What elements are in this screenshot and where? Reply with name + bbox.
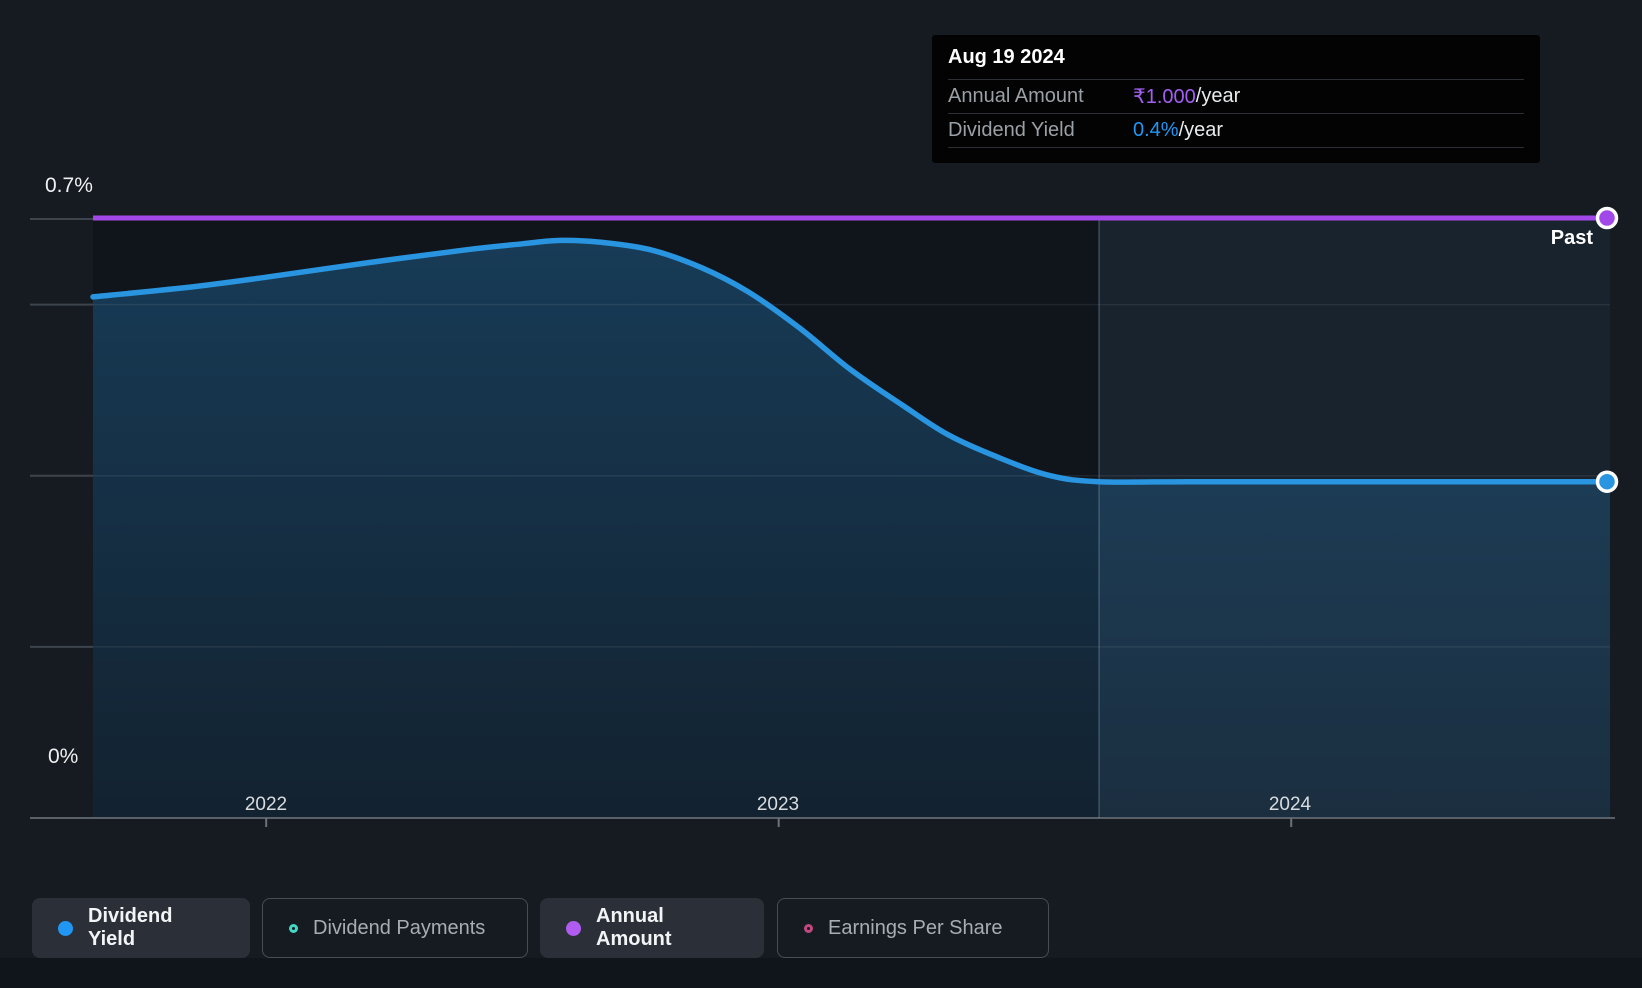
- dividend-yield-line: [90, 237, 1613, 485]
- earnings-per-share-ring-icon: [804, 923, 813, 933]
- annual-amount-dot-icon: [566, 920, 581, 936]
- past-label: Past: [1550, 227, 1593, 249]
- y-axis-top-label: 0.7%: [45, 174, 93, 197]
- tooltip-row-annual-amount: Annual Amount ₹1.000 /year: [948, 80, 1524, 114]
- tooltip-value-annual-amount: ₹1.000: [1133, 86, 1196, 108]
- legend-button-earnings-per-share[interactable]: Earnings Per Share: [777, 898, 1049, 958]
- tooltip-label: Annual Amount: [948, 85, 1084, 107]
- tooltip-value-suffix: /year: [1195, 85, 1241, 107]
- tooltip-value-dividend-yield: 0.4%: [1133, 119, 1179, 141]
- legend-button-annual-amount[interactable]: Annual Amount: [540, 898, 764, 958]
- tooltip-date: Aug 19 2024: [948, 35, 1524, 80]
- tooltip-row-dividend-yield: Dividend Yield 0.4% /year: [948, 114, 1524, 148]
- tooltip-label: Dividend Yield: [948, 119, 1075, 141]
- dividend-yield-area: [93, 240, 1610, 819]
- dividend-yield-end-marker: [1595, 470, 1619, 493]
- dividend-payments-ring-icon: [289, 923, 298, 933]
- footer-strip: [0, 958, 1642, 988]
- dividend-yield-dot-icon: [58, 920, 73, 936]
- legend-button-dividend-payments[interactable]: Dividend Payments: [262, 898, 528, 958]
- annual-amount-end-marker: [1595, 206, 1619, 230]
- y-axis-zero-label: 0%: [48, 745, 79, 768]
- tooltip-value-suffix: /year: [1178, 119, 1224, 141]
- chart-tooltip: Aug 19 2024 Annual Amount ₹1.000 /year D…: [932, 35, 1540, 163]
- legend-label: Earnings Per Share: [828, 916, 1003, 939]
- legend-label: Dividend Payments: [313, 916, 486, 939]
- legend-label: Annual Amount: [596, 905, 672, 950]
- x-tick-2023: 2023: [756, 794, 800, 815]
- x-tick-2024: 2024: [1268, 794, 1312, 815]
- legend-label: Dividend Yield: [88, 905, 173, 950]
- legend-button-dividend-yield[interactable]: Dividend Yield: [32, 898, 250, 958]
- x-tick-2022: 2022: [244, 794, 288, 815]
